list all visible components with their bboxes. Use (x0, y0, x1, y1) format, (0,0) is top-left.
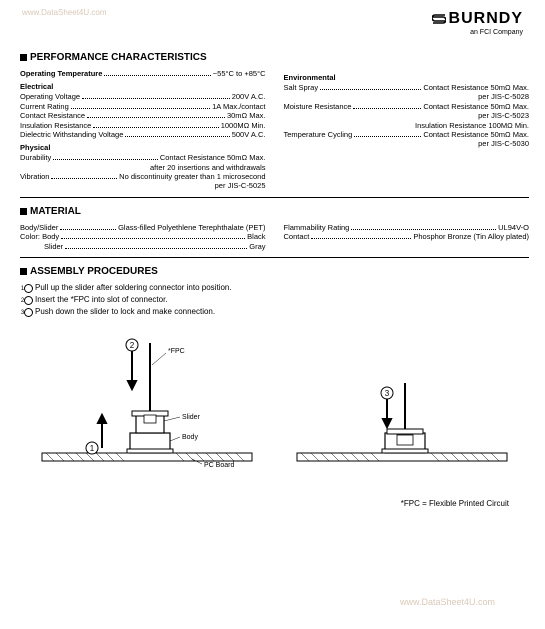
brand-tagline: an FCI Company (432, 29, 523, 36)
brand-icon (432, 12, 446, 26)
assembly-step: 2Insert the *FPC into slot of connector. (24, 295, 529, 305)
vibration-sub: per JIS-C-5025 (20, 181, 266, 190)
mat-value: Phosphor Bronze (Tin Alloy plated) (413, 232, 529, 241)
svg-text:Body: Body (182, 434, 198, 441)
spec-label: Current Rating (20, 102, 69, 111)
perf-left-col: Operating Temperature −55°C to +85°C Ele… (20, 69, 266, 191)
perf-title: PERFORMANCE CHARACTERISTICS (20, 52, 529, 63)
env-value: Contact Resistance 50mΩ Max. (423, 130, 529, 139)
mat-label: Flammability Rating (284, 223, 350, 232)
material-right-col: Flammability Rating UL94V-O Contact Phospho… (284, 223, 530, 251)
assembly-diagram-right: 3 (287, 323, 517, 493)
assembly-step: 3Push down the slider to lock and make c… (24, 307, 529, 317)
spec-label: Dielectric Withstanding Voltage (20, 130, 123, 139)
mat-value: Gray (249, 242, 265, 251)
svg-text:PC Board: PC Board (204, 462, 234, 469)
env-sub: per JIS-C-5030 (284, 139, 530, 148)
durability-value: Contact Resistance 50mΩ Max. (160, 153, 266, 162)
mat-value: UL94V-O (498, 223, 529, 232)
spec-value: 1000MΩ Min. (221, 121, 266, 130)
brand-logo: BURNDY (432, 10, 523, 28)
svg-text:*FPC: *FPC (168, 348, 185, 355)
vibration-value: No discontinuity greater than 1 microsec… (119, 172, 265, 181)
mat-value: Glass-filled Polyethlene Terephthalate (… (118, 223, 265, 232)
durability-label: Durability (20, 153, 51, 162)
env-label: Salt Spray (284, 83, 319, 92)
physical-heading: Physical (20, 143, 266, 152)
spec-value: 30mΩ Max. (227, 111, 266, 120)
spec-label: Operating Voltage (20, 92, 80, 101)
env-label: Moisture Resistance (284, 102, 352, 111)
mat-value: Black (247, 232, 265, 241)
mat-label: Body/Slider (20, 223, 58, 232)
env-value: Contact Resistance 50mΩ Max. (423, 83, 529, 92)
watermark-top: www.DataSheet4U.com (22, 8, 106, 17)
electrical-heading: Electrical (20, 82, 266, 91)
fpc-footnote: *FPC = Flexible Printed Circuit (20, 499, 529, 508)
env-sub: per JIS-C-5023 (284, 111, 530, 120)
brand-block: BURNDY an FCI Company (432, 10, 523, 36)
mat-label: Contact (284, 232, 310, 241)
assembly-title: ASSEMBLY PROCEDURES (20, 266, 529, 277)
brand-name: BURNDY (449, 10, 523, 28)
assembly-diagram-left: 2 1 *FPC Slider Body PC Board (32, 323, 262, 493)
spec-label: Insulation Resistance (20, 121, 91, 130)
svg-text:2: 2 (130, 341, 135, 350)
env-value: Insulation Resistance 100MΩ Min. (415, 121, 529, 130)
material-title: MATERIAL (20, 206, 529, 217)
durability-sub: after 20 insertions and withdrawals (20, 163, 266, 172)
mat-label: Slider (20, 242, 63, 251)
spec-value: 200V A.C. (232, 92, 266, 101)
op-temp-value: −55°C to +85°C (213, 69, 266, 78)
env-label: Temperature Cycling (284, 130, 353, 139)
spec-value: 500V A.C. (232, 130, 266, 139)
op-temp-label: Operating Temperature (20, 69, 102, 78)
spec-label: Contact Resistance (20, 111, 85, 120)
svg-text:1: 1 (90, 444, 95, 453)
assembly-steps: 1Pull up the slider after soldering conn… (24, 283, 529, 317)
spec-value: 1A Max./contact (212, 102, 265, 111)
vibration-label: Vibration (20, 172, 49, 181)
material-left-col: Body/Slider Glass-filled Polyethlene Tere… (20, 223, 266, 251)
svg-text:Slider: Slider (182, 414, 201, 421)
env-sub: per JIS-C-5028 (284, 92, 530, 101)
env-value: Contact Resistance 50mΩ Max. (423, 102, 529, 111)
assembly-diagram: 2 1 *FPC Slider Body PC Board (20, 323, 529, 493)
assembly-step: 1Pull up the slider after soldering conn… (24, 283, 529, 293)
watermark-bottom: www.DataSheet4U.com (400, 597, 495, 607)
environmental-heading: Environmental (284, 73, 530, 82)
svg-text:3: 3 (385, 389, 390, 398)
mat-label: Color: Body (20, 232, 59, 241)
perf-right-col: Environmental Salt Spray Contact Resistan… (284, 69, 530, 191)
